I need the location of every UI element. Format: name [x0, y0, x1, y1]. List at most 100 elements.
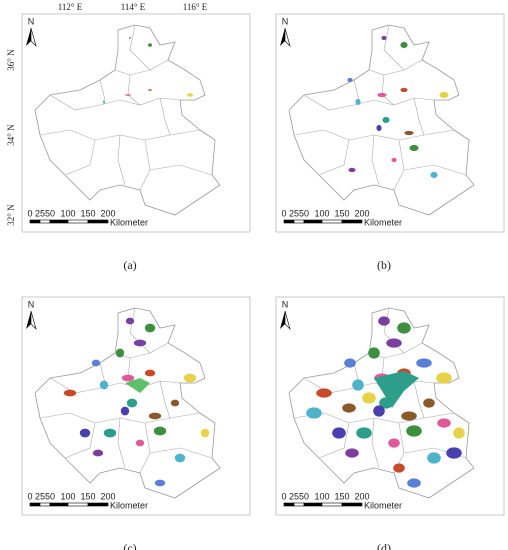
urban-patch — [92, 449, 104, 457]
north-label: N — [282, 299, 289, 309]
urban-patch — [63, 389, 77, 397]
province-map — [288, 24, 475, 216]
scale-segment — [49, 219, 69, 224]
urban-patch — [306, 407, 322, 419]
scale-label: 50 — [45, 208, 55, 218]
urban-patch — [409, 144, 419, 152]
urban-patch — [91, 359, 101, 367]
urban-patch — [345, 448, 359, 458]
urban-patch — [125, 317, 135, 325]
urban-patch — [404, 130, 414, 136]
north-arrow — [26, 311, 31, 329]
urban-patch — [423, 398, 435, 408]
urban-patch — [170, 399, 180, 407]
north-arrow — [284, 310, 291, 331]
urban-patch — [352, 379, 364, 391]
urban-patch — [332, 427, 346, 439]
urban-core — [125, 378, 150, 393]
urban-patch — [129, 37, 131, 39]
urban-core — [379, 378, 404, 393]
urban-patch — [376, 124, 382, 132]
scale-segment — [321, 219, 343, 224]
urban-patch — [393, 463, 405, 473]
north-arrow — [280, 311, 285, 329]
map-frame — [275, 296, 505, 516]
urban-patch — [362, 392, 376, 404]
scale-segment — [29, 219, 41, 224]
scale-label: 200 — [100, 491, 115, 501]
urban-patch — [99, 380, 109, 390]
scale-segment — [39, 502, 51, 507]
longitude-label: 112° E — [58, 2, 83, 12]
scale-label: 50 — [299, 208, 309, 218]
urban-patch — [416, 358, 432, 368]
scale-segment — [39, 219, 51, 224]
scale-label: 200 — [100, 208, 115, 218]
urban-patch — [316, 388, 332, 398]
urban-patch — [174, 453, 186, 463]
urban-patch — [400, 41, 408, 49]
urban-patch — [79, 428, 91, 438]
scale-segment — [87, 502, 109, 507]
urban-patch — [397, 322, 411, 334]
urban-patch — [391, 157, 397, 163]
urban-patch — [103, 100, 105, 104]
province-map — [34, 24, 221, 216]
scale-segment — [49, 502, 69, 507]
urban-patch — [388, 438, 400, 448]
urban-patch — [406, 425, 422, 437]
urban-patch — [401, 411, 417, 421]
scale-label: 200 — [354, 208, 369, 218]
scale-segment — [303, 502, 323, 507]
scale-segment — [67, 219, 89, 224]
urban-patch — [381, 35, 387, 41]
scale-label: 50 — [45, 491, 55, 501]
scale-label: 25 — [35, 491, 45, 501]
urban-patch — [135, 439, 145, 447]
scale-unit: Kilometer — [110, 217, 148, 227]
scale-label: 25 — [289, 491, 299, 501]
map-frame — [21, 13, 251, 233]
urban-patch — [148, 43, 152, 47]
north-label: N — [28, 16, 35, 26]
urban-patch — [427, 452, 441, 464]
map-frame — [21, 296, 251, 516]
urban-patch — [344, 358, 356, 368]
urban-patch — [436, 372, 452, 384]
urban-patch — [133, 339, 147, 347]
panel-label: (d) — [377, 541, 391, 550]
urban-patch — [120, 406, 130, 416]
scale-unit: Kilometer — [364, 500, 402, 510]
urban-patch — [148, 89, 152, 91]
north-arrow — [26, 28, 31, 46]
urban-patch — [103, 428, 117, 438]
urban-patch — [453, 427, 465, 439]
urban-patch — [187, 93, 193, 97]
north-arrow — [280, 28, 285, 46]
urban-patch — [378, 316, 390, 326]
urban-patch — [148, 412, 162, 420]
scale-segment — [29, 502, 41, 507]
urban-patch — [121, 374, 135, 382]
urban-patch — [373, 405, 385, 417]
scale-segment — [87, 219, 109, 224]
map-frame — [275, 13, 505, 233]
scale-label: 25 — [35, 208, 45, 218]
longitude-label: 116° E — [183, 2, 208, 12]
north-arrow — [30, 27, 37, 48]
urban-patch — [347, 77, 353, 83]
scale-segment — [293, 502, 305, 507]
scale-segment — [341, 219, 363, 224]
scale-label: 25 — [289, 208, 299, 218]
longitude-label: 114° E — [121, 2, 146, 12]
scale-segment — [303, 219, 323, 224]
scale-label: 50 — [299, 491, 309, 501]
scale-label: 0 — [27, 491, 32, 501]
north-label: N — [28, 299, 35, 309]
urban-patch — [407, 478, 421, 488]
urban-patch — [377, 92, 387, 98]
